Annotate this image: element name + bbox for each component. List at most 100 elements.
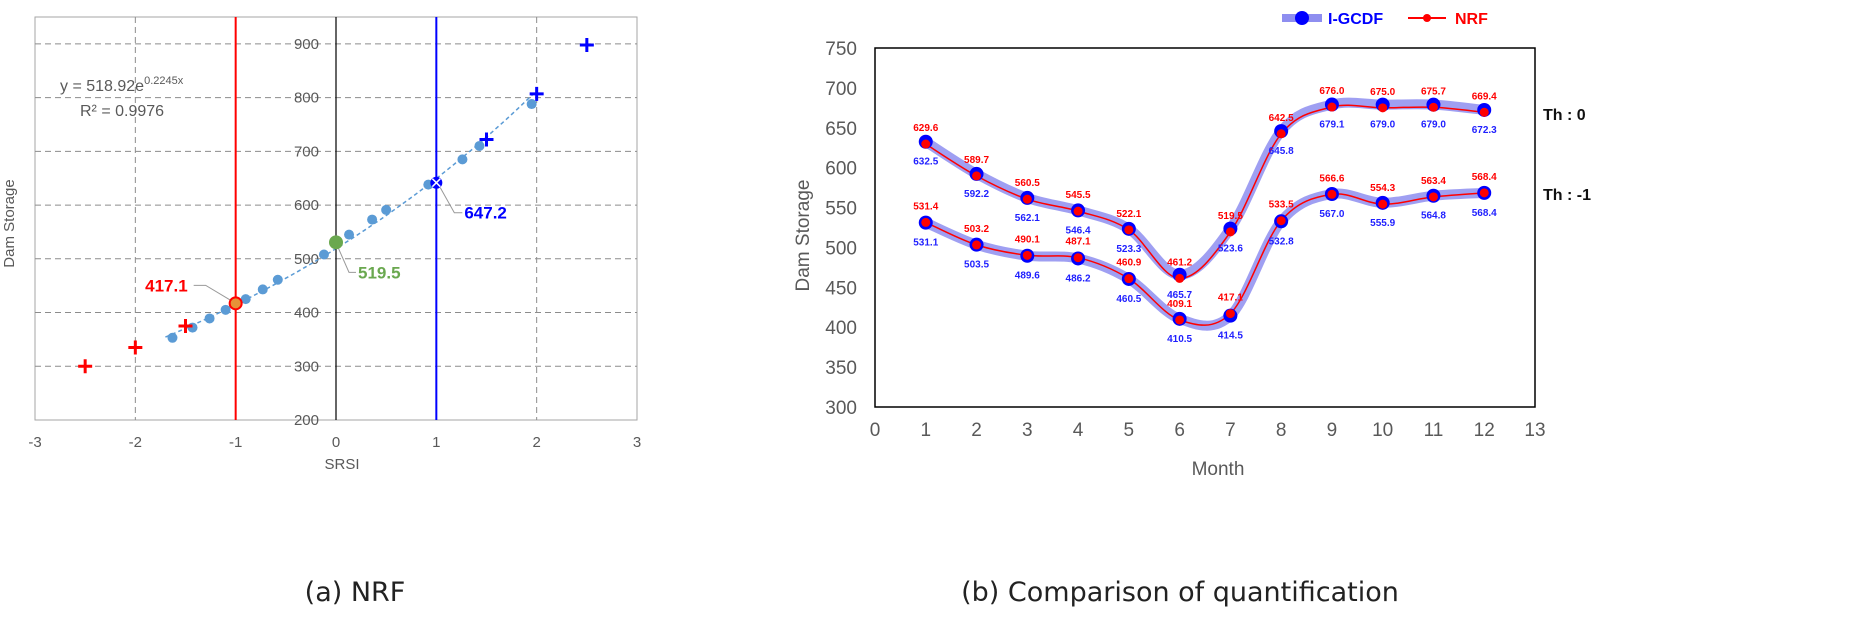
y-tick-label: 800	[294, 90, 319, 107]
nrf-marker	[1276, 216, 1286, 226]
legend-marker-nrf	[1423, 14, 1431, 22]
nrf-data-label: 563.4	[1421, 176, 1446, 187]
data-point	[204, 313, 215, 324]
igcdf-data-label: 592.2	[964, 189, 989, 200]
y-tick-label: 200	[294, 412, 319, 429]
x-tick-label: 5	[1124, 420, 1135, 441]
group-label-th-1: Th : -1	[1543, 187, 1591, 204]
x-tick-label: 3	[1022, 420, 1033, 441]
igcdf-data-label: 672.3	[1472, 125, 1497, 136]
x-axis-label: SRSI	[324, 456, 359, 473]
nrf-data-label: 417.1	[1218, 293, 1243, 304]
callout-line	[193, 284, 231, 301]
nrf-data-label: 675.0	[1370, 87, 1395, 98]
y-tick-label: 300	[294, 358, 319, 375]
nrf-data-label: 669.4	[1472, 91, 1497, 102]
nrf-marker	[1225, 309, 1235, 319]
nrf-marker	[1022, 194, 1032, 204]
nrf-data-label: 490.1	[1015, 234, 1040, 245]
data-point	[367, 214, 378, 225]
nrf-marker	[972, 171, 982, 181]
callout-line	[439, 187, 463, 214]
igcdf-data-label: 486.2	[1066, 273, 1091, 284]
red-cross-marker	[78, 359, 93, 374]
igcdf-data-label: 567.0	[1319, 209, 1344, 220]
highlight-point-red	[228, 296, 243, 311]
nrf-marker	[1124, 274, 1134, 284]
highlight-label-red: 417.1	[145, 276, 188, 295]
data-point	[257, 284, 268, 295]
y-tick-label: 500	[294, 251, 319, 268]
nrf-data-label: 589.7	[964, 155, 989, 166]
equation-label: y = 518.92e0.2245x	[60, 75, 184, 95]
nrf-marker	[1225, 227, 1235, 237]
igcdf-data-label: 679.1	[1319, 120, 1344, 131]
igcdf-data-label: 410.5	[1167, 334, 1192, 345]
igcdf-data-label: 632.5	[913, 157, 938, 168]
nrf-marker	[1175, 273, 1185, 283]
nrf-marker	[1479, 107, 1489, 117]
x-tick-label: 12	[1474, 420, 1495, 441]
igcdf-data-label: 645.8	[1269, 146, 1294, 157]
x-tick-label: 9	[1327, 420, 1338, 441]
group-label-th0: Th : 0	[1543, 107, 1586, 124]
highlight-label-blue: 647.2	[464, 204, 507, 223]
nrf-data-label: 409.1	[1167, 299, 1192, 310]
red-cross-marker	[128, 340, 143, 355]
nrf-data-label: 533.5	[1269, 200, 1294, 211]
y-tick-label: 300	[825, 398, 857, 419]
nrf-marker	[1378, 103, 1388, 113]
legend-label-igcdf: I-GCDF	[1328, 11, 1383, 28]
y-tick-label: 700	[294, 143, 319, 160]
nrf-data-label: 554.3	[1370, 183, 1395, 194]
nrf-marker	[1073, 206, 1083, 216]
y-tick-label: 600	[294, 197, 319, 214]
x-tick-label: 0	[332, 434, 340, 451]
y-tick-label: 500	[825, 238, 857, 259]
nrf-data-label: 676.0	[1319, 86, 1344, 97]
data-point	[344, 229, 355, 240]
r-squared-label: R² = 0.9976	[80, 103, 164, 120]
x-tick-label: 1	[920, 420, 931, 441]
nrf-marker	[1124, 225, 1134, 235]
x-tick-label: 8	[1276, 420, 1287, 441]
data-point	[457, 154, 468, 165]
highlight-label-green: 519.5	[358, 263, 401, 282]
igcdf-data-label: 531.1	[913, 238, 938, 249]
y-tick-label: 550	[825, 199, 857, 220]
caption-b: (b) Comparison of quantification	[961, 577, 1399, 608]
y-axis-label: Dam Storage	[793, 180, 814, 292]
data-point	[167, 332, 178, 343]
x-axis-label: Month	[1192, 459, 1245, 480]
legend-marker-igcdf	[1295, 11, 1309, 25]
y-tick-label: 450	[825, 278, 857, 299]
x-tick-label: 6	[1174, 420, 1185, 441]
nrf-data-label: 531.4	[913, 201, 938, 212]
nrf-data-label: 519.5	[1218, 211, 1243, 222]
highlight-point-green	[329, 235, 343, 250]
legend-label-nrf: NRF	[1455, 11, 1488, 28]
nrf-data-label: 629.6	[913, 123, 938, 134]
igcdf-data-label: 564.8	[1421, 211, 1446, 222]
nrf-marker	[1022, 250, 1032, 260]
nrf-data-label: 642.5	[1269, 113, 1294, 124]
y-tick-label: 900	[294, 36, 319, 53]
x-tick-label: 2	[532, 434, 540, 451]
igcdf-data-label: 460.5	[1116, 294, 1141, 305]
igcdf-data-label: 523.6	[1218, 244, 1243, 255]
x-tick-label: 1	[432, 434, 440, 451]
highlight-point-blue-cross	[431, 178, 441, 188]
nrf-data-label: 560.5	[1015, 178, 1040, 189]
igcdf-data-label: 546.4	[1066, 225, 1091, 236]
x-tick-label: -2	[129, 434, 142, 451]
y-tick-label: 700	[825, 79, 857, 100]
nrf-data-label: 568.4	[1472, 172, 1497, 183]
blue-cross-marker	[479, 132, 494, 147]
nrf-data-label: 566.6	[1319, 173, 1344, 184]
data-point	[272, 274, 283, 285]
nrf-marker	[972, 240, 982, 250]
igcdf-data-label: 414.5	[1218, 331, 1243, 342]
nrf-marker	[1175, 315, 1185, 325]
nrf-marker	[921, 217, 931, 227]
